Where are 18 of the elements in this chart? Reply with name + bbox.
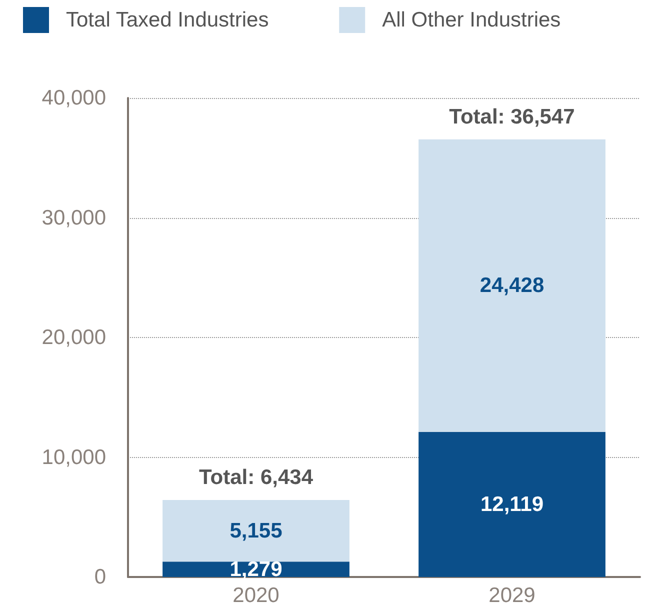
total-label: Total: 6,434 — [199, 466, 314, 489]
total-label: Total: 36,547 — [449, 105, 575, 128]
bar — [418, 432, 606, 577]
data-label: 12,119 — [480, 492, 544, 516]
legend-label: All Other Industries — [382, 8, 561, 32]
y-tick-label: 0 — [94, 566, 106, 588]
x-tick-label: 2020 — [232, 584, 280, 607]
data-label: 5,155 — [230, 519, 283, 542]
y-tick-label: 10,000 — [42, 446, 106, 469]
bar — [162, 500, 350, 562]
data-label: 1,279 — [230, 558, 282, 581]
bar — [418, 139, 606, 432]
y-tick-label: 20,000 — [42, 326, 106, 349]
y-tick-label: 30,000 — [42, 206, 106, 230]
y-tick-label: 40,000 — [42, 86, 106, 110]
legend-label: Total Taxed Industries — [66, 8, 269, 32]
data-label: 24,428 — [480, 274, 544, 298]
x-tick-label: 2029 — [488, 584, 536, 607]
